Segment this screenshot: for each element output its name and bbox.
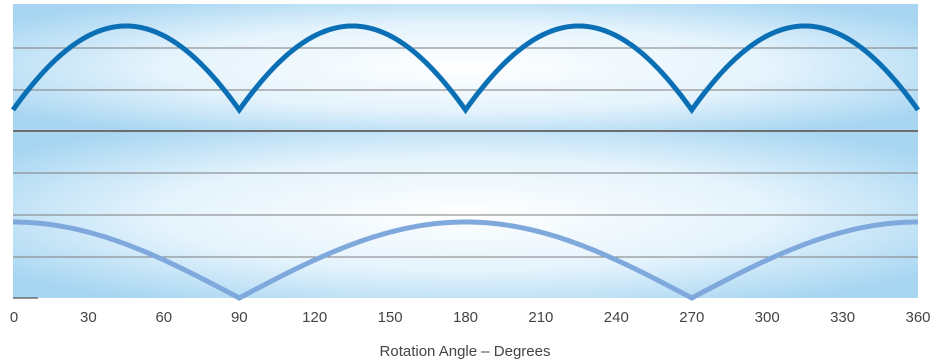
x-tick-label: 120 bbox=[302, 309, 327, 326]
x-tick-label: 270 bbox=[679, 309, 704, 326]
lower-series-line bbox=[12, 219, 919, 301]
upper-series-line bbox=[10, 23, 921, 115]
x-tick-label: 210 bbox=[528, 309, 553, 326]
x-axis-title: Rotation Angle – Degrees bbox=[380, 343, 551, 360]
x-tick-label: 360 bbox=[905, 309, 930, 326]
x-tick-label: 240 bbox=[604, 309, 629, 326]
x-tick-label: 60 bbox=[155, 309, 172, 326]
x-tick-label: 150 bbox=[378, 309, 403, 326]
x-tick-label: 180 bbox=[453, 309, 478, 326]
x-tick-label: 90 bbox=[231, 309, 248, 326]
x-axis-ticks: 0 30 60 90 120 150 180 210 240 270 300 330 360 bbox=[10, 309, 931, 326]
gridlines bbox=[13, 47, 918, 299]
x-tick-label: 330 bbox=[830, 309, 855, 326]
x-tick-label: 30 bbox=[80, 309, 97, 326]
x-tick-label: 0 bbox=[10, 309, 18, 326]
x-tick-label: 300 bbox=[755, 309, 780, 326]
